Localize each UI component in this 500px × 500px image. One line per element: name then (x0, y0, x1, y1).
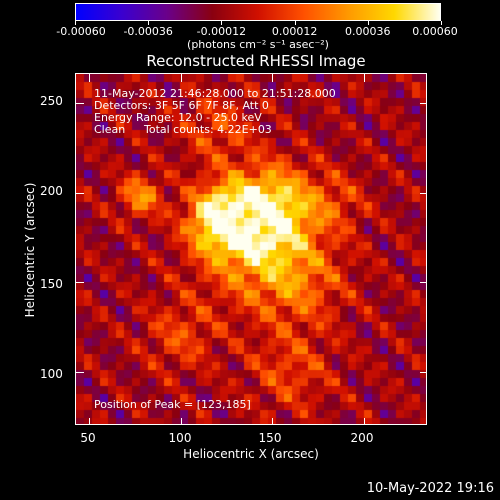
colorbar-tick-label: -0.00036 (123, 25, 173, 38)
axis-tick (272, 418, 274, 424)
colorbar-tick (148, 21, 150, 25)
axis-tick (88, 74, 90, 82)
heatmap-image (76, 74, 426, 424)
colorbar-tick-label: 0.00012 (271, 25, 318, 38)
colorbar-tick (221, 21, 223, 25)
footer-timestamp: 10-May-2022 19:16 (366, 481, 494, 496)
plot-title: Reconstructed RHESSI Image (146, 52, 366, 70)
x-tick-label: 100 (168, 431, 192, 445)
total-counts-text: Total counts: 4.22E+03 (144, 123, 272, 136)
y-axis-label: Heliocentric Y (arcsec) (23, 182, 37, 318)
peak-position-text: Position of Peak = [123,185] (94, 398, 251, 411)
algorithm-text: Clean (94, 123, 126, 136)
x-tick-label: 200 (350, 431, 374, 445)
axis-tick (180, 418, 182, 424)
time-range-text: 11-May-2012 21:46:28.000 to 21:51:28.000 (94, 87, 336, 100)
axis-tick (420, 102, 426, 104)
colorbar-tick (294, 21, 296, 25)
axis-tick (363, 418, 365, 424)
axis-tick (76, 192, 84, 194)
detectors-text: Detectors: 3F 5F 6F 7F 8F, Att 0 (94, 99, 269, 112)
y-tick-label: 100 (40, 367, 63, 381)
colorbar-tick (75, 21, 76, 25)
axis-tick (420, 192, 426, 194)
axis-tick (363, 74, 365, 82)
y-tick-label: 150 (40, 277, 63, 291)
axis-tick (88, 418, 90, 424)
axis-tick (180, 74, 182, 82)
x-tick-label: 150 (258, 431, 282, 445)
axis-tick (76, 282, 84, 284)
colorbar-tick-label: -0.00012 (196, 25, 247, 38)
axis-tick (76, 372, 84, 374)
axis-tick (420, 282, 426, 284)
colorbar (75, 3, 441, 21)
y-tick-label: 200 (40, 184, 63, 198)
x-axis-label: Heliocentric X (arcsec) (183, 447, 319, 461)
axis-tick (272, 74, 274, 82)
colorbar-tick (367, 21, 369, 25)
x-tick-label: 50 (80, 431, 96, 445)
colorbar-tick-label: 0.00036 (345, 25, 391, 38)
axis-tick (420, 372, 426, 374)
energy-range-text: Energy Range: 12.0 - 25.0 keV (94, 111, 262, 124)
y-tick-label: 250 (40, 94, 63, 108)
plot-area: 11-May-2012 21:46:28.000 to 21:51:28.000… (75, 73, 427, 425)
colorbar-tick-label: -0.00060 (56, 25, 106, 38)
colorbar-tick-label: 0.00060 (412, 25, 458, 38)
colorbar-tick (441, 21, 442, 25)
colorbar-units-label: (photons cm⁻² s⁻¹ asec⁻²) (187, 38, 329, 51)
axis-tick (76, 102, 84, 104)
